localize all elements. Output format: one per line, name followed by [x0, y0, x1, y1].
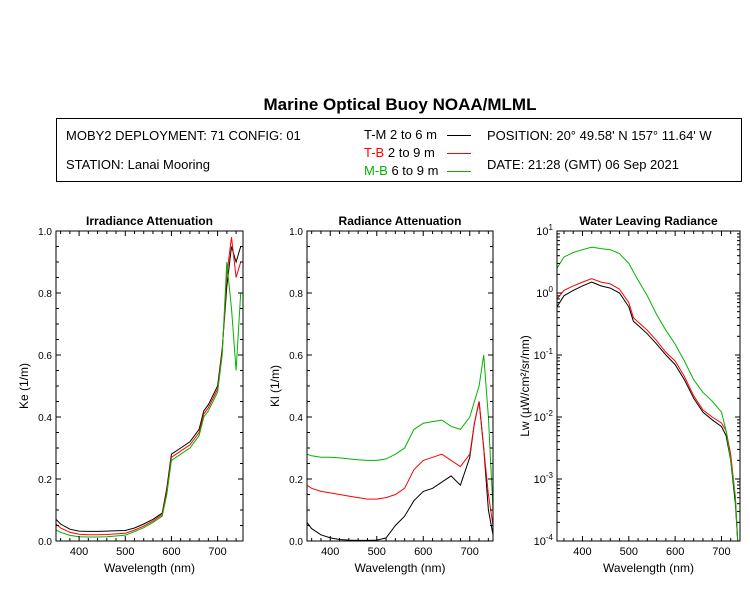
x-tick-label: 600 [162, 546, 180, 558]
page-title: Marine Optical Buoy NOAA/MLML [263, 95, 537, 114]
date-label: DATE: 21:28 (GMT) 06 Sep 2021 [487, 157, 679, 172]
legend-range: 2 to 9 m [387, 145, 435, 160]
legend-line-mb [447, 171, 471, 172]
y-tick-label: 0.0 [289, 537, 303, 548]
x-axis-label: Wavelength (nm) [104, 561, 195, 575]
legend-line-tm [447, 135, 471, 136]
x-tick-label: 700 [461, 546, 479, 558]
y-tick-label: 0.4 [38, 413, 52, 424]
x-tick-label: 700 [712, 546, 730, 558]
legend-row-tb: T-B 2 to 9 m [364, 145, 435, 160]
y-tick-label: 0.6 [289, 351, 303, 362]
series-line-t-b [56, 237, 242, 536]
y-tick-label: 101 [536, 223, 553, 238]
y-tick-label: 10-3 [534, 471, 554, 486]
legend-row-mb: M-B 6 to 9 m [364, 163, 438, 178]
series-line-m-b [56, 261, 242, 538]
x-tick-label: 400 [573, 546, 591, 558]
y-tick-label: 0.2 [38, 475, 52, 486]
x-tick-label: 600 [414, 546, 432, 558]
chart-3 [556, 230, 741, 542]
y-tick-label: 1.0 [38, 227, 52, 238]
series-line-t-m [557, 281, 739, 541]
y-axis-label: Ke (1/m) [17, 363, 31, 409]
series-line-m-b [307, 354, 493, 511]
series-line-t-m [307, 401, 493, 541]
y-tick-label: 10-2 [534, 409, 554, 424]
x-tick-label: 500 [620, 546, 638, 558]
info-box: MOBY2 DEPLOYMENT: 71 CONFIG: 01 STATION:… [56, 118, 742, 182]
y-tick-label: 0.2 [289, 475, 303, 486]
y-tick-label: 10-4 [534, 533, 554, 548]
y-tick-label: 0.8 [38, 289, 52, 300]
y-tick-label: 10-1 [534, 347, 554, 362]
legend-code: M-B [364, 163, 388, 178]
station-label: STATION: Lanai Mooring [66, 157, 211, 172]
chart-title: Water Leaving Radiance [579, 214, 718, 228]
plot-frame [55, 230, 244, 542]
series-line-t-b [557, 278, 739, 541]
x-tick-label: 500 [368, 546, 386, 558]
y-tick-label: 1.0 [289, 227, 303, 238]
position-label: POSITION: 20° 49.58' N 157° 11.64' W [487, 128, 712, 143]
chart-2 [306, 230, 494, 542]
legend-range: 2 to 6 m [390, 127, 437, 142]
y-tick-label: 0.8 [289, 289, 303, 300]
deployment-label: MOBY2 DEPLOYMENT: 71 CONFIG: 01 [66, 128, 301, 143]
x-tick-label: 500 [116, 546, 134, 558]
x-tick-label: 700 [208, 546, 226, 558]
legend-row-tm: T-M 2 to 6 m [364, 127, 437, 142]
series-line-m-b [557, 246, 739, 541]
series-line-t-m [56, 246, 242, 532]
x-tick-label: 400 [70, 546, 88, 558]
y-axis-label: Kl (1/m) [268, 365, 282, 407]
y-tick-label: 0.0 [38, 537, 52, 548]
series-line-t-b [307, 401, 493, 526]
x-axis-label: Wavelength (nm) [355, 561, 446, 575]
y-tick-label: 0.4 [289, 413, 303, 424]
y-axis-label: Lw (µW/cm²/sr/nm) [518, 335, 532, 437]
y-tick-label: 0.6 [38, 351, 52, 362]
chart-title: Irradiance Attenuation [86, 214, 213, 228]
plot-frame [306, 230, 494, 542]
x-tick-label: 600 [666, 546, 684, 558]
x-tick-label: 400 [321, 546, 339, 558]
legend-code: T-B [364, 145, 385, 160]
legend-code: T-M [364, 127, 387, 142]
chart-1 [55, 230, 244, 542]
legend-line-tb [447, 153, 471, 154]
x-axis-label: Wavelength (nm) [603, 561, 694, 575]
y-tick-label: 100 [536, 285, 553, 300]
legend-range: 6 to 9 m [391, 163, 439, 178]
plot-frame [556, 230, 741, 542]
chart-title: Radiance Attenuation [339, 214, 462, 228]
